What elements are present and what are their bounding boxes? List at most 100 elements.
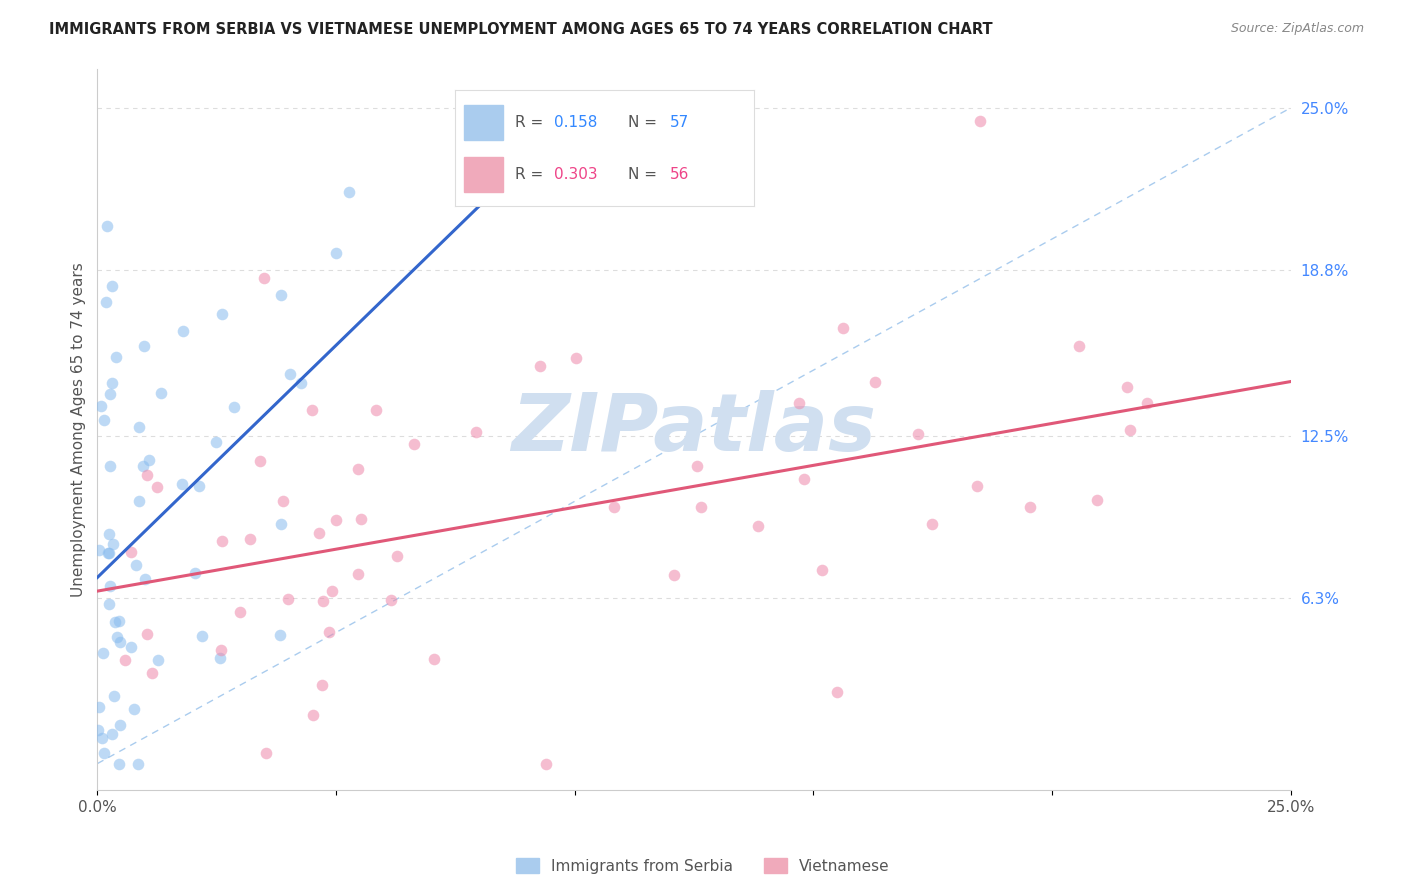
Point xyxy=(863,375,886,389)
Point xyxy=(380,592,402,607)
Point xyxy=(311,678,333,692)
Point xyxy=(565,351,588,365)
Point xyxy=(97,527,120,541)
Point xyxy=(98,458,121,473)
Point xyxy=(350,512,373,526)
Point xyxy=(277,592,299,607)
Point xyxy=(146,652,169,666)
Point xyxy=(269,628,291,642)
Point xyxy=(136,467,159,482)
Point xyxy=(128,494,150,508)
Point xyxy=(423,652,446,666)
Point xyxy=(402,437,425,451)
Point xyxy=(205,435,228,450)
Point xyxy=(921,516,943,531)
Point xyxy=(108,756,131,771)
Point xyxy=(270,287,292,301)
Point xyxy=(98,546,121,560)
Point xyxy=(364,402,387,417)
Point xyxy=(125,558,148,572)
Point xyxy=(209,643,232,657)
Point xyxy=(187,479,209,493)
Point xyxy=(1136,396,1159,410)
Point xyxy=(132,339,155,353)
Point xyxy=(825,685,848,699)
Point xyxy=(103,536,125,550)
Point xyxy=(98,597,121,611)
Point xyxy=(312,594,335,608)
Point xyxy=(318,625,340,640)
Point xyxy=(132,458,155,473)
Point xyxy=(100,727,122,741)
Point xyxy=(141,666,163,681)
Y-axis label: Unemployment Among Ages 65 to 74 years: Unemployment Among Ages 65 to 74 years xyxy=(72,262,86,597)
Point xyxy=(308,525,330,540)
Point xyxy=(87,723,110,737)
Point xyxy=(690,500,713,515)
Point xyxy=(87,543,110,558)
Point xyxy=(105,630,128,644)
Point xyxy=(105,350,128,364)
Point xyxy=(747,519,769,533)
Point xyxy=(191,629,214,643)
Point xyxy=(120,640,142,655)
Point xyxy=(93,746,115,760)
Legend: Immigrants from Serbia, Vietnamese: Immigrants from Serbia, Vietnamese xyxy=(510,852,896,880)
Point xyxy=(184,566,207,580)
Point xyxy=(138,453,160,467)
Point xyxy=(249,454,271,468)
Point xyxy=(98,579,121,593)
Point xyxy=(831,320,853,334)
Point xyxy=(96,295,118,310)
Point xyxy=(96,219,118,233)
Point xyxy=(90,399,112,413)
Text: ZIPatlas: ZIPatlas xyxy=(512,390,876,468)
Point xyxy=(280,367,302,381)
Point xyxy=(253,271,276,285)
Point xyxy=(239,533,262,547)
Point xyxy=(464,425,486,439)
Point xyxy=(1067,339,1090,353)
Point xyxy=(136,627,159,641)
Point xyxy=(134,572,156,586)
Point xyxy=(321,583,343,598)
Point xyxy=(211,307,233,321)
Point xyxy=(271,494,294,508)
Point xyxy=(91,731,114,746)
Text: IMMIGRANTS FROM SERBIA VS VIETNAMESE UNEMPLOYMENT AMONG AGES 65 TO 74 YEARS CORR: IMMIGRANTS FROM SERBIA VS VIETNAMESE UNE… xyxy=(49,22,993,37)
Point xyxy=(664,568,686,582)
Point xyxy=(100,387,122,401)
Point xyxy=(127,756,149,771)
Point xyxy=(969,114,991,128)
Point xyxy=(172,324,194,338)
Point xyxy=(145,480,167,494)
Point xyxy=(793,472,815,486)
Point xyxy=(100,376,122,391)
Point xyxy=(347,462,370,476)
Point xyxy=(1019,500,1042,515)
Point xyxy=(1119,423,1142,437)
Point xyxy=(97,547,120,561)
Point xyxy=(170,476,193,491)
Point xyxy=(301,402,323,417)
Text: Source: ZipAtlas.com: Source: ZipAtlas.com xyxy=(1230,22,1364,36)
Point xyxy=(787,396,810,410)
Point xyxy=(120,545,142,559)
Point xyxy=(93,413,115,427)
Point xyxy=(907,426,929,441)
Point xyxy=(325,246,347,260)
Point xyxy=(222,400,245,414)
Point xyxy=(810,564,832,578)
Point xyxy=(1085,493,1108,508)
Point xyxy=(91,646,114,660)
Point xyxy=(211,533,233,548)
Point xyxy=(254,746,277,760)
Point xyxy=(1115,379,1137,393)
Point xyxy=(534,756,557,771)
Point xyxy=(209,651,232,665)
Point xyxy=(128,419,150,434)
Point xyxy=(100,279,122,293)
Point xyxy=(302,707,325,722)
Point xyxy=(603,500,626,514)
Point xyxy=(108,614,131,628)
